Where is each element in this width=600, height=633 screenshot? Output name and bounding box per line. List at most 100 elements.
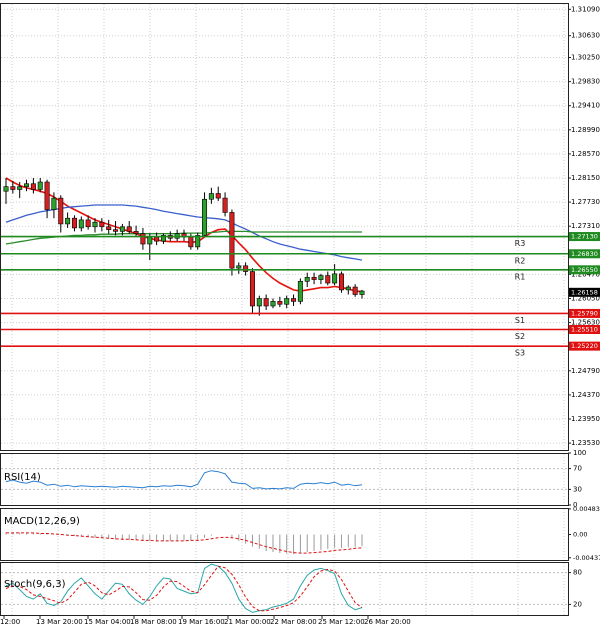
candle-up xyxy=(37,181,43,190)
candle-up xyxy=(92,221,98,228)
candle-up xyxy=(78,219,84,229)
y-tick-label: 1.26470 xyxy=(571,270,600,278)
candle-down xyxy=(30,183,36,190)
y-tick-label: 1.29410 xyxy=(571,102,600,110)
y-tick-label: 1.27310 xyxy=(571,222,600,230)
level-price-tag xyxy=(569,249,600,259)
panel-frame-macd xyxy=(0,508,569,561)
candle-down xyxy=(311,276,317,280)
y-tick-label: 1.28570 xyxy=(571,150,600,158)
candle-down xyxy=(106,226,112,230)
y-tick-label: 1.28150 xyxy=(571,174,600,182)
current-price-label: 1.26158 xyxy=(571,288,598,296)
candle-down xyxy=(71,217,77,229)
candle-down xyxy=(291,298,297,302)
candle-up xyxy=(147,236,153,245)
candle-up xyxy=(359,290,365,295)
moving-average-line xyxy=(5,204,363,261)
current-price-tag xyxy=(569,287,600,297)
x-tick-label: 25 Mar 12:00 xyxy=(318,618,365,626)
y-tick-label: 1.24370 xyxy=(571,391,600,399)
x-tick-label: 22 Mar 08:00 xyxy=(270,618,317,626)
candle-up xyxy=(195,235,201,248)
candle-down xyxy=(263,298,269,307)
rsi-label: RSI(14) xyxy=(4,472,41,483)
level-price-label: 1.25790 xyxy=(571,309,598,317)
candle-down xyxy=(249,271,255,307)
y-tick-label: 30 xyxy=(573,485,582,493)
candle-up xyxy=(202,198,208,236)
candle-up xyxy=(3,186,9,192)
y-tick-label: 1.30630 xyxy=(571,32,600,40)
y-tick-label: -0.004377 xyxy=(573,554,600,562)
candle-down xyxy=(188,236,194,248)
panel-frame-rsi xyxy=(0,453,569,506)
x-tick-label: 19 Mar 16:00 xyxy=(178,618,225,626)
y-tick-label: 1.23950 xyxy=(571,415,600,423)
y-tick-label: 1.27730 xyxy=(571,198,600,206)
level-price-label: 1.27130 xyxy=(571,233,598,241)
candle-up xyxy=(17,186,23,190)
level-label-s2: S2 xyxy=(515,332,525,341)
candle-up xyxy=(24,183,30,187)
rsi-line xyxy=(5,470,363,490)
candle-down xyxy=(154,236,160,242)
level-label-r2: R2 xyxy=(515,256,526,265)
candle-up xyxy=(65,217,71,225)
candle-up xyxy=(284,298,290,305)
y-tick-label: 0.00 xyxy=(573,531,587,539)
level-price-tag xyxy=(569,308,600,318)
stoch-d-line xyxy=(5,565,363,612)
candle-up xyxy=(236,265,242,269)
x-tick-label: 13 Mar 20:00 xyxy=(36,618,83,626)
candle-up xyxy=(345,286,351,291)
y-tick-label: 0.00483 xyxy=(573,505,600,513)
candle-down xyxy=(58,197,64,225)
candle-down xyxy=(277,301,283,305)
y-tick-label: 1.24790 xyxy=(571,367,600,375)
candle-down xyxy=(352,286,358,295)
level-label-s1: S1 xyxy=(515,316,525,325)
level-label-r1: R1 xyxy=(515,272,526,281)
candle-down xyxy=(85,219,91,228)
candle-up xyxy=(256,298,262,307)
candle-up xyxy=(270,301,276,307)
y-tick-label: 1.31090 xyxy=(571,5,600,13)
candle-down xyxy=(325,275,331,284)
level-price-tag xyxy=(569,324,600,334)
candle-up xyxy=(318,275,324,280)
macd-label: MACD(12,26,9) xyxy=(4,516,80,527)
level-price-label: 1.25510 xyxy=(571,325,598,333)
candle-down xyxy=(113,229,119,232)
candle-up xyxy=(208,193,214,200)
y-tick-label: 1.26050 xyxy=(571,295,600,303)
x-tick-label: 15 Mar 04:00 xyxy=(84,618,131,626)
candle-down xyxy=(44,181,50,210)
candle-down xyxy=(10,186,16,190)
candle-up xyxy=(297,280,303,302)
stoch-label: Stoch(9,6,3) xyxy=(4,579,66,590)
candle-up xyxy=(51,197,57,210)
candle-down xyxy=(215,193,221,199)
candle-down xyxy=(222,197,228,213)
stoch-k-line xyxy=(5,563,363,613)
level-price-tag xyxy=(569,265,600,275)
candle-up xyxy=(304,276,310,282)
candle-up xyxy=(160,235,166,242)
x-tick-label: 21 Mar 00:00 xyxy=(224,618,271,626)
level-price-label: 1.25220 xyxy=(571,342,598,350)
candle-down xyxy=(99,221,105,228)
candle-down xyxy=(133,231,139,234)
candle-down xyxy=(126,226,132,232)
candle-down xyxy=(140,233,146,245)
level-label-s3: S3 xyxy=(515,349,525,358)
x-tick-label: 18 Mar 08:00 xyxy=(130,618,177,626)
candle-down xyxy=(243,265,249,272)
y-tick-label: 80 xyxy=(573,569,582,577)
x-tick-label: 26 Mar 20:00 xyxy=(364,618,411,626)
y-tick-label: 1.25630 xyxy=(571,319,600,327)
level-price-label: 1.26830 xyxy=(571,250,598,258)
candle-up xyxy=(119,226,125,232)
